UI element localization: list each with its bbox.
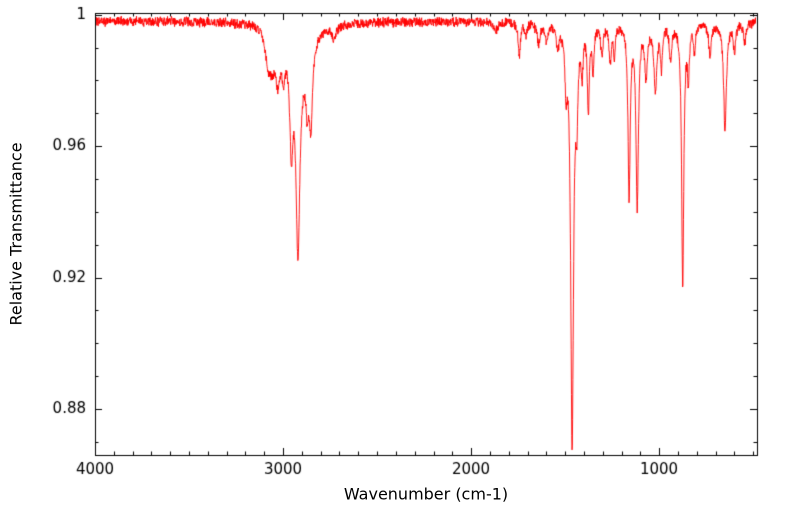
x-axis-label: Wavenumber (cm-1) (343, 484, 509, 504)
y-axis-label: Relative Transmittance (6, 142, 26, 326)
